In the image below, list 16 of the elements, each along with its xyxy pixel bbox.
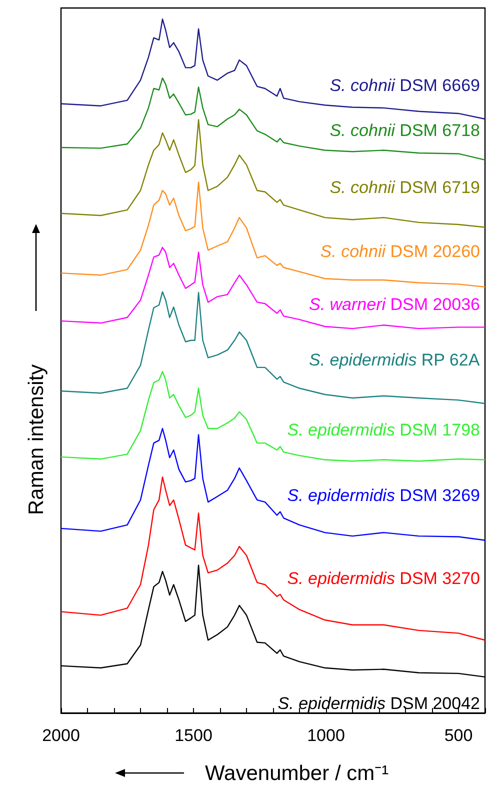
x-tick-label: 1000 xyxy=(307,726,345,745)
series-label: S. warneri DSM 20036 xyxy=(308,295,480,314)
series-label: S. cohnii DSM 6669 xyxy=(330,76,480,96)
series-label: S. epidermidis DSM 1798 xyxy=(287,420,480,440)
x-axis-title: Wavenumber / cm⁻¹ xyxy=(205,762,389,785)
series-label: S. cohnii DSM 20260 xyxy=(320,242,480,261)
series-label: S. epidermidis DSM 20042 xyxy=(278,694,480,713)
y-axis-title: Raman intensity xyxy=(25,364,48,515)
series-label: S. cohnii DSM 6719 xyxy=(330,178,480,197)
x-tick-label: 2000 xyxy=(42,726,80,745)
x-tick-label: 1500 xyxy=(174,726,212,745)
series-label: S. epidermidis DSM 3269 xyxy=(287,486,480,505)
series-label: S. epidermidis RP 62A xyxy=(308,350,480,370)
series-label: S. cohnii DSM 6718 xyxy=(330,121,480,140)
series-label: S. epidermidis DSM 3270 xyxy=(287,569,480,588)
x-tick-label: 500 xyxy=(444,726,473,745)
